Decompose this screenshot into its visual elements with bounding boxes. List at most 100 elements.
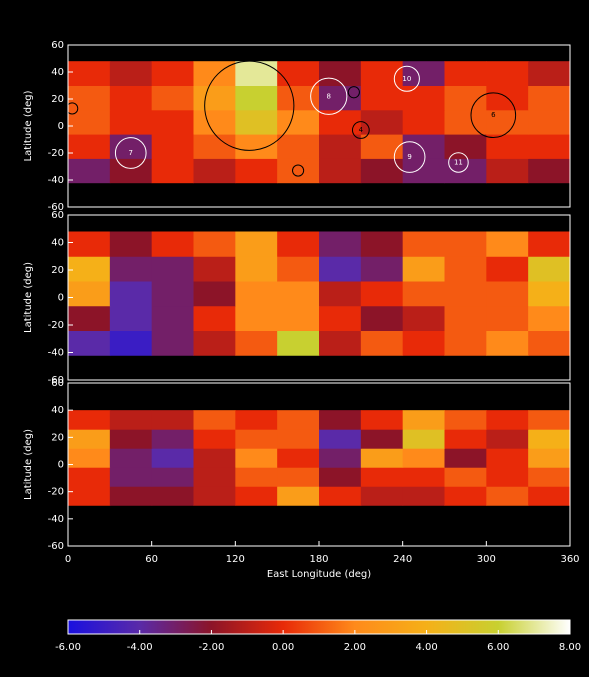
- heatmap-cell: [361, 429, 403, 449]
- feature-label: 4: [359, 126, 364, 134]
- heatmap-cell: [319, 467, 361, 487]
- y-axis-label: Latitude (deg): [23, 262, 34, 333]
- y-tick-label: 40: [51, 405, 64, 416]
- colorbar-tick-label: -4.00: [127, 642, 153, 653]
- heatmap-cell: [194, 86, 236, 111]
- heatmap-cell: [152, 331, 194, 356]
- x-axis-label: East Longitude (deg): [267, 569, 371, 580]
- heatmap-cell: [361, 61, 403, 86]
- heatmap-cell: [319, 429, 361, 449]
- heatmap-cell: [110, 467, 152, 487]
- y-tick-label: -40: [48, 348, 64, 359]
- heatmap-cell: [277, 448, 319, 468]
- heatmap-cell: [235, 256, 277, 281]
- heatmap-cell: [152, 486, 194, 506]
- y-tick-label: -60: [48, 541, 64, 552]
- heatmap-cell: [528, 486, 570, 506]
- heatmap-cell: [445, 410, 487, 430]
- heatmap-cell: [319, 134, 361, 159]
- heatmap-cell: [319, 256, 361, 281]
- heatmap-cell: [403, 429, 445, 449]
- heatmap-cell: [361, 158, 403, 183]
- colorbar-tick-label: 8.00: [559, 642, 581, 653]
- heatmap-cell: [403, 110, 445, 135]
- heatmap-cell: [528, 467, 570, 487]
- heatmap-cell: [277, 410, 319, 430]
- heatmap-cell: [68, 61, 110, 86]
- heatmap-cell: [319, 486, 361, 506]
- feature-label: 9: [407, 153, 411, 161]
- heatmap-cell: [235, 331, 277, 356]
- heatmap-cell: [361, 486, 403, 506]
- heatmap-cell: [361, 232, 403, 257]
- y-tick-label: -40: [48, 175, 64, 186]
- colorbar-tick-label: 2.00: [344, 642, 366, 653]
- heatmap-cell: [68, 331, 110, 356]
- heatmap-cell: [528, 331, 570, 356]
- heatmap-cell: [235, 86, 277, 111]
- heatmap-cell: [445, 256, 487, 281]
- heatmap-cell: [68, 306, 110, 331]
- feature-label: 11: [454, 158, 463, 166]
- feature-label: 7: [129, 149, 133, 157]
- colorbar-tick-label: -6.00: [55, 642, 81, 653]
- heatmap-cell: [361, 448, 403, 468]
- heatmap-cell: [235, 467, 277, 487]
- heatmap-cell: [68, 256, 110, 281]
- feature-label: 8: [327, 92, 331, 100]
- heatmap-cell: [528, 429, 570, 449]
- colorbar: [68, 620, 570, 634]
- y-tick-label: 60: [51, 40, 64, 51]
- heatmap-cell: [194, 61, 236, 86]
- heatmap-cell: [110, 410, 152, 430]
- y-tick-label: 60: [51, 210, 64, 221]
- heatmap-cell: [152, 467, 194, 487]
- x-tick-label: 180: [309, 554, 328, 565]
- heatmap-cell: [110, 61, 152, 86]
- heatmap-cell: [445, 486, 487, 506]
- heatmap-cell: [277, 61, 319, 86]
- heatmap-cell: [486, 486, 528, 506]
- heatmap-cell: [235, 61, 277, 86]
- heatmap-cell: [361, 331, 403, 356]
- y-tick-label: 0: [58, 460, 64, 471]
- heatmap-cell: [486, 256, 528, 281]
- heatmap-cell: [486, 448, 528, 468]
- heatmap-cell: [68, 232, 110, 257]
- heatmap-cell: [361, 86, 403, 111]
- heatmap-cell: [361, 281, 403, 306]
- heatmap-cell: [445, 467, 487, 487]
- x-tick-label: 240: [393, 554, 412, 565]
- heatmap-cell: [235, 110, 277, 135]
- heatmap-cell: [403, 467, 445, 487]
- heatmap-cell: [152, 110, 194, 135]
- x-tick-label: 60: [145, 554, 158, 565]
- heatmap-cell: [152, 429, 194, 449]
- y-tick-label: 40: [51, 67, 64, 78]
- heatmap-cell: [403, 281, 445, 306]
- heatmap-cell: [403, 232, 445, 257]
- heatmap-cell: [152, 86, 194, 111]
- heatmap-cell: [528, 110, 570, 135]
- y-tick-label: 20: [51, 94, 64, 105]
- heatmap-cell: [319, 232, 361, 257]
- heatmap-cell: [277, 86, 319, 111]
- heatmap-cell: [319, 110, 361, 135]
- heatmap-cell: [445, 110, 487, 135]
- heatmap-cell: [403, 256, 445, 281]
- heatmap-cell: [528, 158, 570, 183]
- heatmap-cell: [110, 256, 152, 281]
- heatmap-cell: [68, 448, 110, 468]
- heatmap-cell: [152, 306, 194, 331]
- heatmap-cell: [486, 306, 528, 331]
- heatmap-cell: [194, 448, 236, 468]
- heatmap-cell: [277, 110, 319, 135]
- heatmap-cell: [528, 232, 570, 257]
- heatmap-cell: [152, 61, 194, 86]
- heatmap-cell: [194, 281, 236, 306]
- colorbar-tick-label: -2.00: [198, 642, 224, 653]
- heatmap-cell: [528, 256, 570, 281]
- heatmap-cell: [319, 448, 361, 468]
- heatmap-cell: [319, 410, 361, 430]
- heatmap-cell: [194, 306, 236, 331]
